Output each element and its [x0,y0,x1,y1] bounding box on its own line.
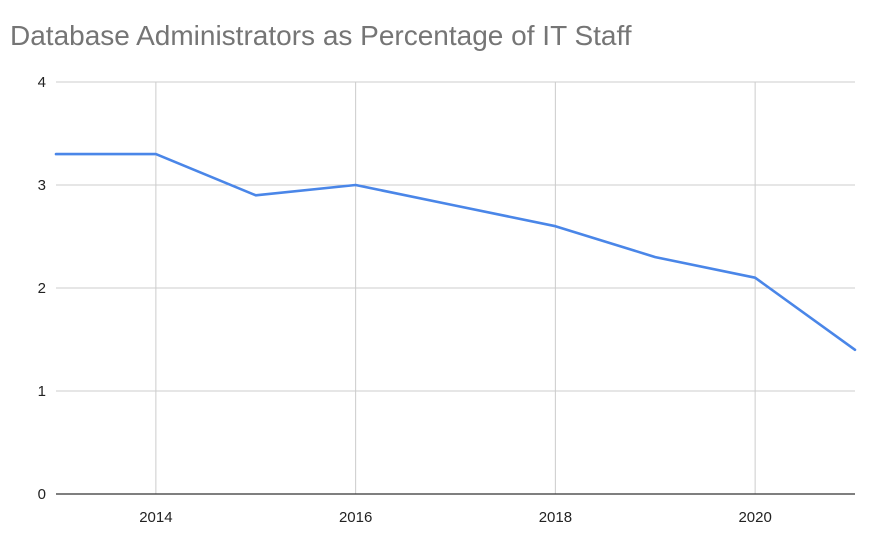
y-tick-label: 3 [38,177,46,194]
x-tick-label: 2020 [738,509,771,526]
x-tick-label: 2014 [139,509,172,526]
tick-labels: 0 1 2 3 4 2014 2016 2018 2020 [38,74,772,526]
y-tick-label: 1 [38,383,46,400]
x-tick-label: 2016 [339,509,372,526]
grid-lines [56,81,855,494]
y-tick-label: 2 [38,280,46,297]
x-tick-label: 2018 [539,509,572,526]
chart-title: Database Administrators as Percentage of… [10,20,632,51]
y-tick-label: 0 [38,486,46,503]
y-tick-label: 4 [38,74,46,91]
series-layer [54,152,857,352]
series-line [54,152,857,352]
